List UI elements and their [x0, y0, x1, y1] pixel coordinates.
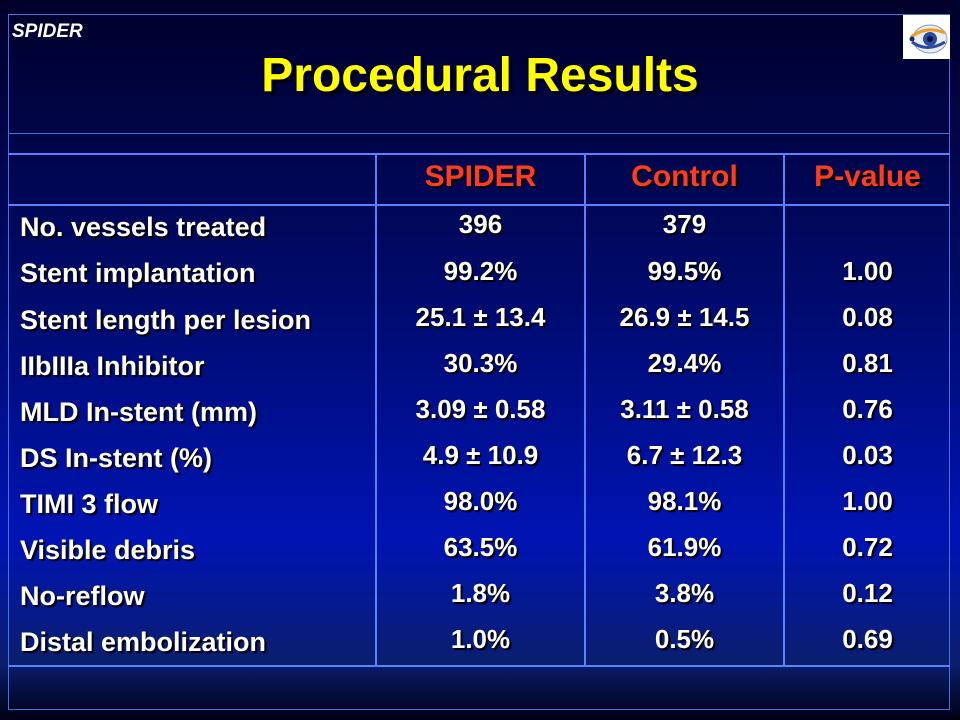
row-label: Stent length per lesion	[20, 305, 312, 335]
cell-spider: 396	[458, 209, 503, 239]
cell-control: 29.4%	[647, 348, 722, 378]
cell-spider: 99.2%	[443, 256, 518, 286]
column-header-control: Control	[631, 160, 738, 193]
cell-control: 99.5%	[647, 256, 722, 286]
cell-pvalue: 0.03	[842, 440, 893, 470]
header-divider	[8, 133, 950, 134]
row-label: No. vessels treated	[20, 212, 267, 242]
cell-spider: 1.8%	[450, 578, 511, 608]
table-header-divider	[8, 204, 950, 206]
table-bottom-border	[8, 665, 950, 667]
col-divider-1	[375, 153, 377, 667]
row-label: No-reflow	[20, 581, 145, 611]
cell-pvalue: 0.69	[842, 624, 893, 654]
cell-control: 3.8%	[654, 578, 715, 608]
cell-spider: 25.1 ± 13.4	[415, 302, 546, 332]
cell-spider: 30.3%	[443, 348, 518, 378]
cell-control: 3.11 ± 0.58	[620, 394, 749, 424]
slide-frame	[8, 14, 950, 710]
cell-pvalue: 0.72	[842, 532, 893, 562]
brand-label: SPIDER	[12, 21, 83, 42]
row-label: Distal embolization	[20, 627, 267, 657]
cell-spider: 63.5%	[443, 532, 518, 562]
cell-pvalue: 0.12	[842, 578, 893, 608]
cell-control: 61.9%	[647, 532, 722, 562]
slide-title: Procedural Results	[261, 49, 699, 102]
cell-pvalue: 0.81	[842, 348, 893, 378]
table-top-border	[8, 153, 950, 155]
cell-control: 379	[662, 209, 707, 239]
cell-control: 6.7 ± 12.3	[626, 440, 743, 470]
col-divider-2	[584, 153, 586, 667]
cell-spider: 1.0%	[450, 624, 511, 654]
row-label: MLD In-stent (mm)	[20, 397, 257, 427]
cell-pvalue: 0.08	[842, 302, 893, 332]
cell-pvalue: 1.00	[842, 486, 893, 516]
row-label: Visible debris	[20, 535, 196, 565]
row-label: TIMI 3 flow	[20, 489, 158, 519]
column-header-spider: SPIDER	[424, 160, 537, 193]
cell-spider: 4.9 ± 10.9	[422, 440, 539, 470]
column-header-pvalue: P-value	[814, 160, 921, 193]
cell-pvalue: 1.00	[842, 256, 893, 286]
cell-control: 0.5%	[654, 624, 715, 654]
cell-spider: 3.09 ± 0.58	[415, 394, 546, 424]
cell-spider: 98.0%	[443, 486, 518, 516]
cell-control: 98.1%	[647, 486, 722, 516]
eye-logo-icon	[903, 15, 950, 59]
row-label: IIbIIIa Inhibitor	[20, 351, 205, 381]
cell-control: 26.9 ± 14.5	[619, 302, 750, 332]
cell-pvalue: 0.76	[842, 394, 893, 424]
col-divider-3	[783, 153, 785, 667]
row-label: Stent implantation	[20, 258, 256, 288]
row-label: DS In-stent (%)	[20, 443, 212, 473]
